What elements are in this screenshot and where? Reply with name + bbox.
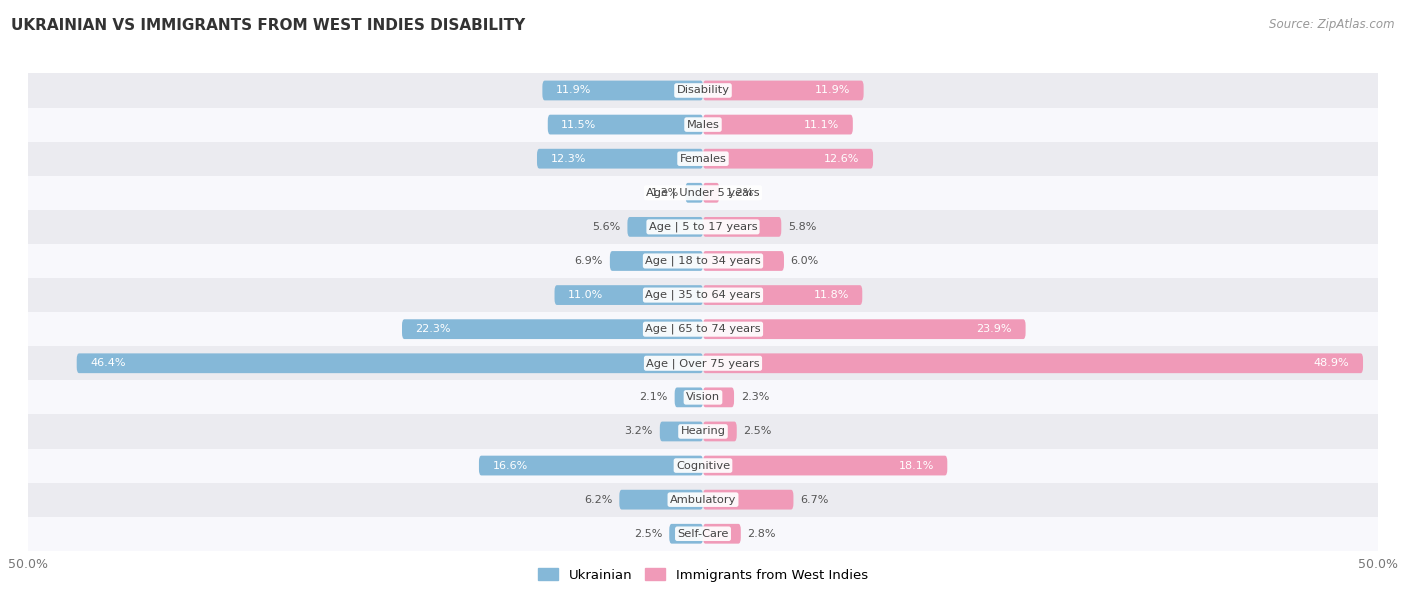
Text: 2.1%: 2.1%	[640, 392, 668, 402]
FancyBboxPatch shape	[548, 114, 703, 135]
FancyBboxPatch shape	[659, 422, 703, 441]
Text: 3.2%: 3.2%	[624, 427, 652, 436]
Bar	[28, 278, 1378, 312]
Bar	[28, 483, 1378, 517]
Text: 12.3%: 12.3%	[551, 154, 586, 163]
FancyBboxPatch shape	[703, 422, 737, 441]
Bar	[28, 244, 1378, 278]
Text: Self-Care: Self-Care	[678, 529, 728, 539]
Text: 12.6%: 12.6%	[824, 154, 859, 163]
Text: Age | Under 5 years: Age | Under 5 years	[647, 187, 759, 198]
Text: 11.5%: 11.5%	[561, 119, 596, 130]
Text: 2.5%: 2.5%	[744, 427, 772, 436]
Text: 6.9%: 6.9%	[575, 256, 603, 266]
Text: Cognitive: Cognitive	[676, 461, 730, 471]
Text: 1.2%: 1.2%	[725, 188, 755, 198]
Text: 48.9%: 48.9%	[1315, 358, 1350, 368]
FancyBboxPatch shape	[479, 456, 703, 476]
Text: Disability: Disability	[676, 86, 730, 95]
Bar	[28, 517, 1378, 551]
Text: 1.3%: 1.3%	[651, 188, 679, 198]
FancyBboxPatch shape	[669, 524, 703, 543]
Bar	[28, 176, 1378, 210]
Text: Hearing: Hearing	[681, 427, 725, 436]
Text: Vision: Vision	[686, 392, 720, 402]
Bar	[28, 380, 1378, 414]
FancyBboxPatch shape	[554, 285, 703, 305]
Text: Males: Males	[686, 119, 720, 130]
Bar	[28, 312, 1378, 346]
Text: UKRAINIAN VS IMMIGRANTS FROM WEST INDIES DISABILITY: UKRAINIAN VS IMMIGRANTS FROM WEST INDIES…	[11, 18, 526, 34]
Bar	[28, 346, 1378, 380]
Text: 46.4%: 46.4%	[90, 358, 125, 368]
Text: 2.8%: 2.8%	[748, 529, 776, 539]
FancyBboxPatch shape	[675, 387, 703, 407]
FancyBboxPatch shape	[703, 319, 1025, 339]
Text: 5.8%: 5.8%	[787, 222, 817, 232]
FancyBboxPatch shape	[627, 217, 703, 237]
FancyBboxPatch shape	[619, 490, 703, 510]
Text: 6.0%: 6.0%	[790, 256, 818, 266]
FancyBboxPatch shape	[703, 490, 793, 510]
Text: Females: Females	[679, 154, 727, 163]
Text: Age | 35 to 64 years: Age | 35 to 64 years	[645, 290, 761, 300]
FancyBboxPatch shape	[686, 183, 703, 203]
FancyBboxPatch shape	[703, 81, 863, 100]
FancyBboxPatch shape	[703, 114, 853, 135]
FancyBboxPatch shape	[703, 456, 948, 476]
FancyBboxPatch shape	[537, 149, 703, 168]
FancyBboxPatch shape	[543, 81, 703, 100]
FancyBboxPatch shape	[703, 183, 720, 203]
FancyBboxPatch shape	[703, 217, 782, 237]
FancyBboxPatch shape	[77, 353, 703, 373]
Text: 22.3%: 22.3%	[416, 324, 451, 334]
Text: 11.0%: 11.0%	[568, 290, 603, 300]
Bar	[28, 141, 1378, 176]
Bar	[28, 73, 1378, 108]
Bar	[28, 108, 1378, 141]
FancyBboxPatch shape	[703, 387, 734, 407]
Text: 18.1%: 18.1%	[898, 461, 934, 471]
Text: 11.1%: 11.1%	[804, 119, 839, 130]
Text: 6.2%: 6.2%	[583, 494, 613, 505]
FancyBboxPatch shape	[402, 319, 703, 339]
Text: 11.8%: 11.8%	[814, 290, 849, 300]
Text: 16.6%: 16.6%	[492, 461, 527, 471]
Text: 11.9%: 11.9%	[555, 86, 592, 95]
FancyBboxPatch shape	[703, 524, 741, 543]
Text: Source: ZipAtlas.com: Source: ZipAtlas.com	[1270, 18, 1395, 31]
Text: 5.6%: 5.6%	[592, 222, 620, 232]
Bar	[28, 210, 1378, 244]
FancyBboxPatch shape	[610, 251, 703, 271]
Text: Age | 5 to 17 years: Age | 5 to 17 years	[648, 222, 758, 232]
Bar	[28, 449, 1378, 483]
Text: 23.9%: 23.9%	[977, 324, 1012, 334]
Text: Age | Over 75 years: Age | Over 75 years	[647, 358, 759, 368]
Legend: Ukrainian, Immigrants from West Indies: Ukrainian, Immigrants from West Indies	[533, 563, 873, 587]
Text: Age | 18 to 34 years: Age | 18 to 34 years	[645, 256, 761, 266]
Text: 6.7%: 6.7%	[800, 494, 828, 505]
Bar	[28, 414, 1378, 449]
FancyBboxPatch shape	[703, 353, 1362, 373]
FancyBboxPatch shape	[703, 149, 873, 168]
FancyBboxPatch shape	[703, 285, 862, 305]
Text: 2.5%: 2.5%	[634, 529, 662, 539]
Text: Ambulatory: Ambulatory	[669, 494, 737, 505]
Text: 2.3%: 2.3%	[741, 392, 769, 402]
Text: 11.9%: 11.9%	[814, 86, 851, 95]
FancyBboxPatch shape	[703, 251, 785, 271]
Text: Age | 65 to 74 years: Age | 65 to 74 years	[645, 324, 761, 334]
